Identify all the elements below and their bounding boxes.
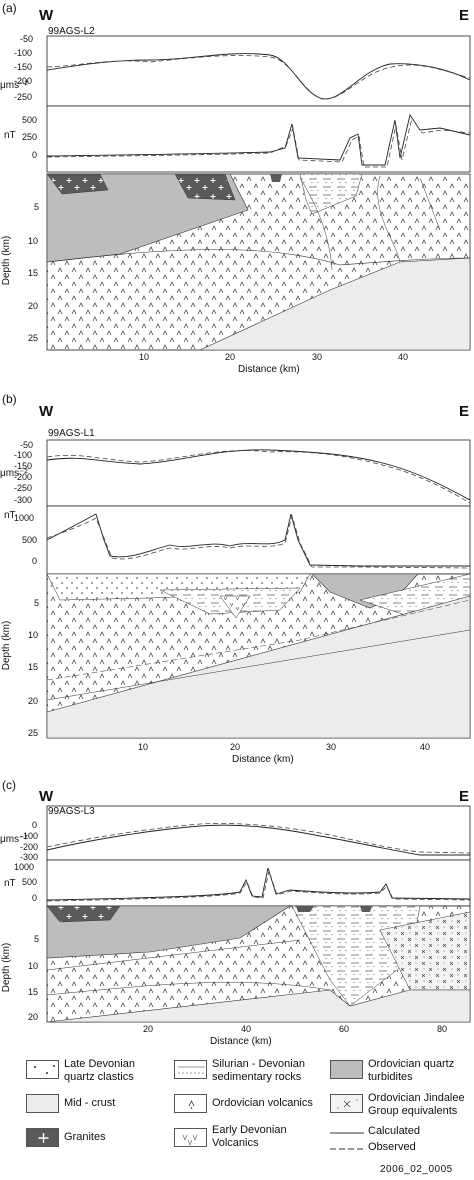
panel-a-east-label: E	[459, 7, 470, 24]
panel-b-depth-tick: 25	[28, 728, 39, 738]
panel-a-grav-tick: -200	[14, 76, 33, 86]
legend-swatch-ordovician-turbidites	[330, 1060, 363, 1079]
panel-b-mag-tick: 500	[22, 535, 38, 545]
panel-a-dist-tick: 40	[398, 352, 409, 362]
panel-b-grav-tick: -300	[14, 495, 33, 505]
panel-c-mag-unit: nT	[4, 878, 16, 889]
panel-a-depth-tick: 15	[28, 268, 39, 278]
panel-a-mag-unit: nT	[4, 130, 16, 141]
panel-c-grav-tick: -300	[20, 852, 39, 862]
panel-c-depth-tick: 15	[28, 987, 39, 997]
figure-id: 2006_02_0005	[380, 1164, 453, 1175]
panel-a-dist-tick: 30	[312, 352, 323, 362]
panel-c-grav-tick: 0	[32, 820, 38, 830]
panel-b-distance-label: Distance (km)	[232, 754, 294, 765]
panel-c-graphics	[46, 805, 471, 1023]
panel-b-west-label: W	[39, 403, 54, 420]
panel-a-grav-tick: -100	[14, 48, 33, 58]
panel-a-mag-tick: 500	[22, 115, 38, 125]
panel-b-dist-tick: 30	[326, 742, 337, 752]
legend-label-observed: Observed	[368, 1141, 416, 1153]
panel-c-depth-tick: 5	[34, 934, 40, 944]
legend-label-ordovician-volcanics: Ordovician volcanics	[212, 1097, 313, 1109]
legend-label-early-devonian: Early Devonian Volcanics	[212, 1124, 287, 1149]
panel-a-grav-tick: -250	[14, 92, 33, 102]
panel-c-gravity-unit: μms⁻²	[0, 834, 28, 845]
panel-b-dist-tick: 10	[138, 742, 149, 752]
panel-c-depth-label: Depth (km)	[1, 942, 13, 993]
panel-c-mag-tick: 0	[32, 893, 38, 903]
panel-a-depth-label: Depth (km)	[1, 235, 13, 286]
legend-swatch-early-devonian	[174, 1128, 207, 1147]
panel-b-grav-tick: -100	[14, 450, 33, 460]
panel-c-grav-tick: -100	[20, 831, 39, 841]
legend-swatch-observed	[330, 1148, 364, 1150]
legend-label-calculated: Calculated	[368, 1125, 420, 1137]
panel-a-grav-tick: -50	[20, 34, 34, 44]
panel-c-east-label: E	[459, 788, 470, 805]
panel-b-depth-tick: 20	[28, 696, 39, 706]
panel-a-depth-tick: 10	[28, 236, 39, 246]
panel-b-depth-tick: 15	[28, 662, 39, 672]
panel-c-mag-tick: 1000	[14, 862, 35, 872]
panel-a-gravity-unit: μms⁻²	[0, 80, 28, 91]
panel-c-dist-tick: 40	[241, 1024, 252, 1034]
legend-label-ordovician-turbidites: Ordovician quartz turbidites	[368, 1058, 455, 1083]
panel-a-graphics	[46, 35, 471, 351]
legend-swatch-mid-crust	[26, 1094, 59, 1113]
panel-b-grav-tick: -200	[14, 472, 33, 482]
panel-b-mag-tick: 0	[32, 556, 38, 566]
legend-swatch-silurian-devonian	[174, 1060, 207, 1079]
panel-b-depth-tick: 5	[34, 598, 40, 608]
panel-a-tag: (a)	[2, 1, 17, 15]
panel-c-dist-tick: 60	[339, 1024, 350, 1034]
panel-b-grav-tick: -50	[20, 440, 34, 450]
panel-a-west-label: W	[39, 7, 54, 24]
panel-b-line-name: 99AGS-L1	[48, 428, 95, 439]
legend-swatch-granites	[26, 1128, 59, 1147]
panel-c-west-label: W	[39, 788, 54, 805]
panel-b-grav-tick: -250	[14, 483, 33, 493]
panel-c-line-name: 99AGS-L3	[48, 806, 95, 817]
panel-c-dist-tick: 20	[143, 1024, 154, 1034]
panel-b-dist-tick: 40	[420, 742, 431, 752]
panel-b-depth-label: Depth (km)	[1, 620, 13, 671]
panel-a-mag-tick: 250	[22, 132, 38, 142]
panel-b-east-label: E	[459, 403, 470, 420]
panel-a-depth-tick: 20	[28, 301, 39, 311]
panel-c-grav-tick: -200	[20, 842, 39, 852]
panel-b-tag: (b)	[2, 392, 17, 406]
panel-a-mag-tick: 0	[32, 150, 38, 160]
panel-b-graphics	[46, 439, 471, 739]
legend-label-late-devonian: Late Devonian quartz clastics	[64, 1058, 135, 1083]
panel-c-distance-label: Distance (km)	[210, 1036, 272, 1047]
panel-c-mag-tick: 500	[22, 877, 38, 887]
panel-b-mag-tick: 1000	[14, 513, 35, 523]
panel-c-depth-tick: 20	[28, 1012, 39, 1022]
panel-b-grav-tick: -150	[14, 461, 33, 471]
panel-a-depth-tick: 5	[34, 202, 40, 212]
panel-b-mag-unit: nT	[4, 510, 16, 521]
panel-a-dist-tick: 20	[225, 352, 236, 362]
panel-a-distance-label: Distance (km)	[238, 364, 300, 375]
panel-b-gravity-unit: μms⁻²	[0, 468, 28, 479]
panel-b-depth-tick: 10	[28, 630, 39, 640]
legend-swatch-calculated	[330, 1132, 364, 1134]
panel-c-tag: (c)	[2, 778, 16, 792]
panel-a-dist-tick: 10	[139, 352, 150, 362]
legend-label-ordovician-jindalee: Ordovician Jindalee Group equivalents	[368, 1092, 465, 1117]
legend-swatch-ordovician-volcanics	[174, 1094, 207, 1113]
panel-b-dist-tick: 20	[230, 742, 241, 752]
legend-label-mid-crust: Mid - crust	[64, 1097, 116, 1109]
legend-label-silurian-devonian: Silurian - Devonian sedimentary rocks	[212, 1058, 305, 1083]
legend-swatch-ordovician-jindalee	[330, 1094, 363, 1113]
panel-c-dist-tick: 80	[437, 1024, 448, 1034]
panel-a-grav-tick: -150	[14, 62, 33, 72]
legend-swatch-late-devonian	[26, 1060, 59, 1079]
panel-a-line-name: 99AGS-L2	[48, 26, 95, 37]
legend-label-granites: Granites	[64, 1131, 106, 1143]
panel-c-depth-tick: 10	[28, 961, 39, 971]
panel-a-depth-tick: 25	[28, 333, 39, 343]
